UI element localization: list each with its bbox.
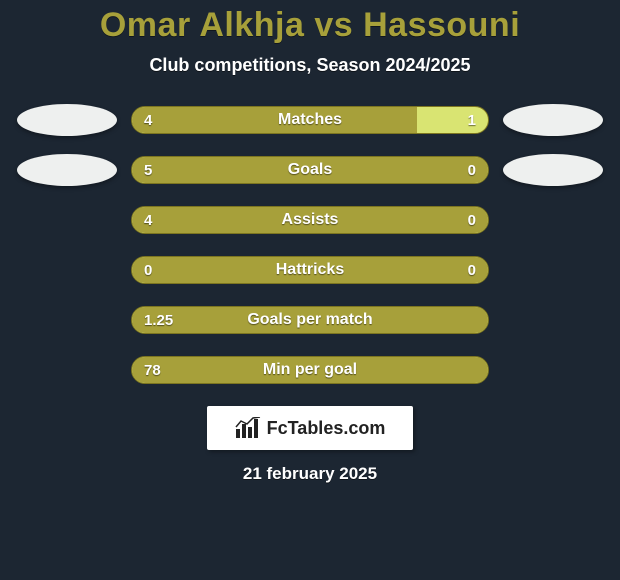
stat-value-left: 4: [132, 207, 164, 233]
page-subtitle: Club competitions, Season 2024/2025: [0, 55, 620, 76]
brand-badge: FcTables.com: [207, 406, 413, 450]
player-avatar-right: [503, 104, 603, 136]
stat-value-right: 0: [456, 207, 488, 233]
chart-icon: [235, 417, 261, 439]
stat-bar-fill: [132, 257, 488, 283]
stat-value-left: 5: [132, 157, 164, 183]
stat-row: 50Goals: [0, 154, 620, 186]
player-avatar-right: [503, 154, 603, 186]
stat-bar-fill: [132, 157, 488, 183]
comparison-infographic: Omar Alkhja vs Hassouni Club competition…: [0, 0, 620, 580]
player-avatar-left: [17, 104, 117, 136]
stat-row: 41Matches: [0, 104, 620, 136]
stat-bar-fill: [132, 307, 488, 333]
stat-bar: 40Assists: [131, 206, 489, 234]
stat-value-left: 1.25: [132, 307, 185, 333]
stat-bar-fill: [132, 107, 417, 133]
player-avatar-left: [17, 154, 117, 186]
stat-row: 1.25Goals per match: [0, 304, 620, 336]
stat-bar: 41Matches: [131, 106, 489, 134]
stat-value-left: 78: [132, 357, 173, 383]
stat-rows: 41Matches50Goals40Assists00Hattricks1.25…: [0, 104, 620, 386]
stat-bar: 00Hattricks: [131, 256, 489, 284]
stat-value-left: 4: [132, 107, 164, 133]
stat-row: 00Hattricks: [0, 254, 620, 286]
stat-bar-fill: [132, 357, 488, 383]
stat-row: 40Assists: [0, 204, 620, 236]
stat-value-right: 0: [456, 257, 488, 283]
page-title: Omar Alkhja vs Hassouni: [0, 6, 620, 45]
stat-value-right: 1: [456, 107, 488, 133]
brand-text: FcTables.com: [267, 418, 386, 439]
stat-bar-fill: [132, 207, 488, 233]
footer: FcTables.com 21 february 2025: [0, 406, 620, 484]
stat-bar: 1.25Goals per match: [131, 306, 489, 334]
stat-value-right: 0: [456, 157, 488, 183]
stat-row: 78Min per goal: [0, 354, 620, 386]
stat-bar: 50Goals: [131, 156, 489, 184]
stat-bar: 78Min per goal: [131, 356, 489, 384]
stat-value-left: 0: [132, 257, 164, 283]
date-text: 21 february 2025: [243, 464, 377, 484]
